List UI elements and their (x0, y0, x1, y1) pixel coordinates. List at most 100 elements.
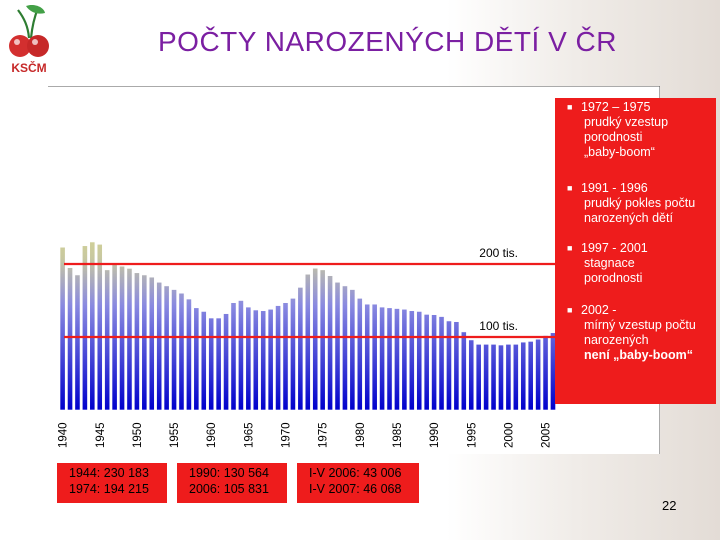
chart-bar (394, 308, 400, 411)
chart-bar (290, 298, 296, 411)
chart-bar (148, 276, 155, 411)
bullet-heading: 1991 - 1996 (581, 181, 648, 195)
slide-title: POČTY NAROZENÝCH DĚTÍ V ČR (158, 26, 617, 57)
chart-bar (423, 314, 430, 411)
info-box-line: 1944: 230 183 (69, 466, 149, 480)
bullet-text-line: porodnosti (584, 271, 643, 285)
chart-bar (498, 344, 504, 411)
x-tick-label: 1985 (392, 422, 404, 448)
page-number: 22 (662, 498, 677, 513)
chart-bar (74, 274, 81, 411)
bullet-text-line: „baby-boom“ (584, 145, 655, 159)
chart-bar (193, 307, 200, 411)
chart-bar (505, 343, 512, 411)
chart-bar (59, 246, 66, 411)
x-tick-label: 1960 (206, 422, 218, 448)
x-tick-label: 1980 (355, 422, 367, 448)
info-box-recent: I-V 2006: 43 006 I-V 2007: 46 068 (297, 463, 419, 503)
chart-bar (163, 285, 170, 411)
chart-bar (304, 273, 311, 411)
x-tick-label: 2000 (503, 422, 515, 448)
chart-bar (371, 303, 378, 411)
info-box-line: 1990: 130 564 (189, 466, 269, 480)
chart-bar (171, 289, 177, 411)
chart-bar (438, 316, 445, 411)
chart-bar (178, 292, 185, 411)
x-tick-label: 1945 (95, 422, 107, 448)
commentary-panel (555, 98, 716, 404)
bullet-text-line: prudký pokles počtu (584, 196, 696, 210)
chart-bar (379, 306, 385, 411)
reference-line-label: 200 tis. (479, 246, 518, 260)
reference-line-label: 100 tis. (479, 319, 518, 333)
info-box-decline: 1990: 130 564 2006: 105 831 (177, 463, 287, 503)
x-tick-label: 1970 (281, 422, 293, 448)
chart-bar (446, 320, 452, 411)
x-tick-label: 1965 (243, 422, 255, 448)
bullet-text-line: není „baby-boom“ (584, 348, 694, 362)
chart-bar (527, 341, 534, 411)
chart-bar (208, 317, 215, 411)
chart-bar (460, 331, 467, 411)
chart-bar (67, 267, 73, 411)
bullet-square-icon: ■ (567, 243, 573, 253)
chart-bar (542, 335, 549, 411)
chart-bar (342, 285, 348, 411)
chart-bar (386, 307, 393, 411)
chart-bar (312, 267, 319, 411)
bullet-square-icon: ■ (567, 183, 573, 193)
chart-bar (260, 310, 267, 411)
chart-bar (134, 272, 140, 411)
chart-bar (356, 298, 363, 411)
chart-bar (230, 302, 237, 411)
bullet-heading: 1997 - 2001 (581, 241, 648, 255)
chart-bar (267, 308, 274, 411)
chart-bar (364, 303, 371, 411)
chart-bar (416, 311, 423, 411)
chart-bar (297, 287, 304, 411)
bullet-heading: 1972 – 1975 (581, 100, 651, 114)
info-box-peak: 1944: 230 183 1974: 194 215 (57, 463, 167, 503)
chart-bar (200, 311, 207, 411)
chart-bar (334, 281, 341, 411)
chart-bar (96, 243, 103, 411)
chart-bar (468, 339, 475, 411)
x-tick-label: 2005 (541, 422, 553, 448)
info-box-line: 1974: 194 215 (69, 482, 149, 496)
bullet-heading: 2002 - (581, 303, 617, 317)
logo-text: KSČM (11, 60, 46, 75)
commentary-bullet: ■ 1997 - 2001 stagnace porodnosti (567, 241, 648, 286)
chart-bar (349, 289, 356, 411)
chart-bar (408, 310, 415, 411)
chart-bar (238, 300, 244, 411)
chart-bar (520, 341, 527, 411)
x-tick-label: 1975 (318, 422, 330, 448)
info-box-line: I-V 2006: 43 006 (309, 466, 402, 480)
chart-bar (156, 281, 163, 411)
x-tick-label: 1990 (429, 422, 441, 448)
bullet-text-line: stagnace (584, 256, 635, 270)
chart-bar (431, 314, 437, 411)
commentary-bullet: ■ 1991 - 1996 prudký pokles počtu narozenýc… (567, 181, 696, 226)
chart-bar (223, 313, 229, 411)
chart-bar (512, 343, 519, 411)
x-tick-label: 1955 (169, 422, 181, 448)
chart-bar (401, 308, 408, 411)
chart-bar (141, 274, 148, 411)
info-box-line: 2006: 105 831 (189, 482, 269, 496)
chart-bar (89, 241, 96, 411)
x-tick-label: 1995 (466, 422, 478, 448)
chart-bar (245, 306, 252, 411)
chart-bar (215, 317, 222, 411)
x-tick-label: 1940 (58, 422, 70, 448)
commentary-bullet: ■ 1972 – 1975 prudký vzestup porodnosti „bab… (567, 100, 668, 160)
bullet-text-line: narozených (584, 333, 649, 347)
chart-bar (535, 338, 542, 411)
chart-bar (483, 343, 490, 411)
chart-bar (275, 305, 281, 411)
kscm-logo: KSČM (9, 4, 49, 75)
chart-bar (453, 321, 460, 411)
chart-bar (186, 298, 192, 411)
chart-bar (475, 343, 482, 411)
chart-bar (282, 302, 289, 411)
